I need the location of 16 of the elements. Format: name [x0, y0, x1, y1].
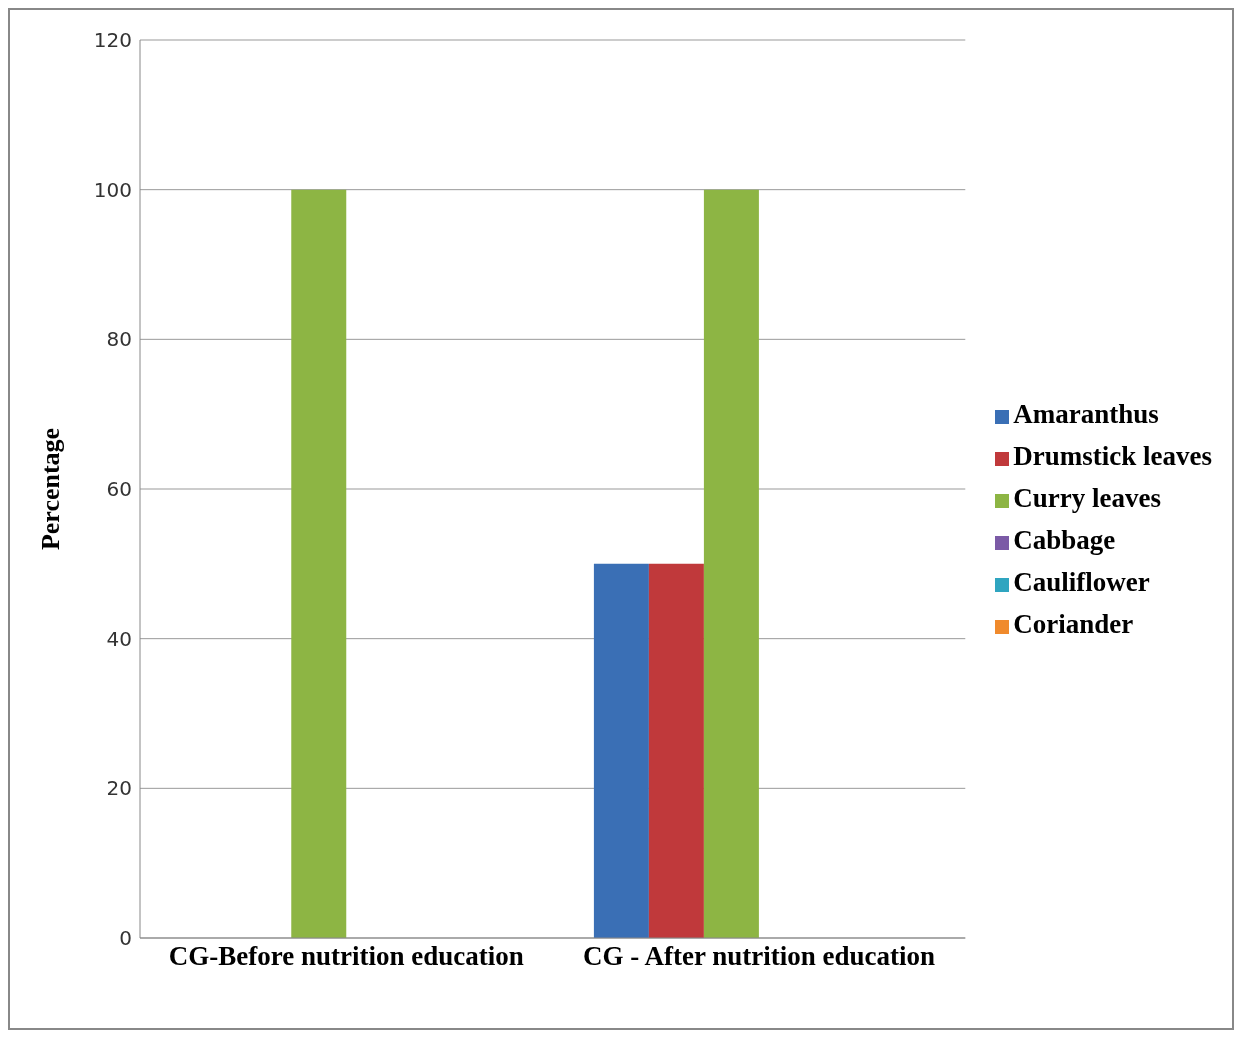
x-tick-label: CG - After nutrition education [582, 941, 935, 972]
legend-label: Curry leaves [1013, 483, 1161, 513]
legend-label: Coriander [1013, 609, 1134, 639]
x-tick-label: CG-Before nutrition education [168, 941, 524, 972]
legend-label: Amaranthus [1013, 399, 1159, 429]
legend-label: Cauliflower [1013, 567, 1150, 597]
y-tick-label: 20 [106, 776, 132, 801]
y-tick-label: 60 [106, 477, 132, 502]
y-tick-label: 120 [93, 28, 132, 53]
y-tick-label: 80 [106, 327, 132, 352]
y-tick-label: 40 [106, 626, 132, 651]
y-tick-label: 0 [119, 926, 132, 951]
legend-label: Drumstick leaves [1013, 441, 1212, 471]
y-axis-title: Percentage [36, 427, 66, 551]
y-tick-label: 100 [93, 177, 132, 202]
legend-label: Cabbage [1013, 525, 1116, 555]
